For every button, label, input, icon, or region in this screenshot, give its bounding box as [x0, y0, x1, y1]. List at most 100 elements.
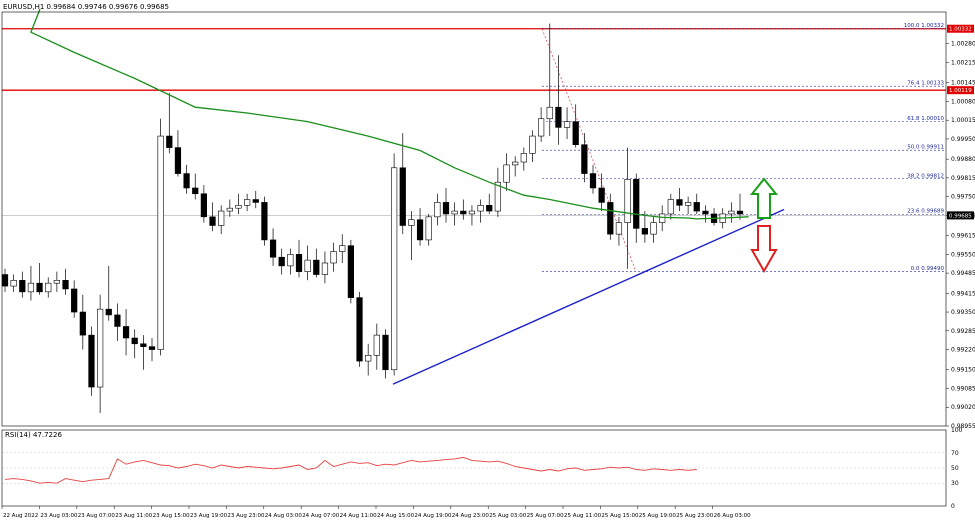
candle-body[interactable]: [148, 346, 156, 350]
candle-body[interactable]: [520, 153, 527, 163]
candle-body[interactable]: [650, 222, 657, 235]
candle-body[interactable]: [667, 199, 674, 215]
candle-body[interactable]: [97, 308, 104, 388]
candle-body[interactable]: [676, 199, 683, 206]
candle-body[interactable]: [157, 135, 164, 350]
candle-body[interactable]: [736, 210, 744, 215]
x-tick-label: 22 Aug 2022: [3, 513, 38, 519]
candle-body[interactable]: [19, 280, 26, 293]
candle-body[interactable]: [226, 207, 233, 212]
candle-body[interactable]: [408, 219, 415, 226]
candle-body[interactable]: [166, 135, 173, 148]
candle-body[interactable]: [278, 256, 285, 267]
candle-body[interactable]: [633, 179, 640, 229]
candle-body[interactable]: [468, 210, 476, 215]
candle-body[interactable]: [261, 202, 268, 241]
candle-body[interactable]: [425, 216, 432, 241]
candle-body[interactable]: [685, 202, 692, 206]
y-tick-label: 0.99020: [951, 404, 975, 411]
candle-body[interactable]: [624, 179, 631, 223]
candle-body[interactable]: [45, 282, 52, 293]
candle-body[interactable]: [615, 222, 623, 235]
candle-body[interactable]: [252, 199, 259, 203]
candle-body[interactable]: [365, 355, 372, 362]
candle-body[interactable]: [330, 251, 337, 264]
candle-body[interactable]: [555, 106, 562, 128]
x-tick-label: 23 Aug 19:00: [190, 513, 228, 519]
candle-body[interactable]: [356, 297, 363, 362]
candle-body[interactable]: [702, 210, 709, 215]
candle-body[interactable]: [131, 337, 138, 345]
candle-body[interactable]: [598, 187, 605, 203]
candle-body[interactable]: [244, 199, 251, 206]
candle-body[interactable]: [269, 239, 277, 258]
candle-body[interactable]: [218, 210, 225, 226]
candle-body[interactable]: [659, 213, 666, 223]
support-trendline[interactable]: [392, 208, 785, 385]
candle-body[interactable]: [347, 245, 354, 298]
candle-body[interactable]: [174, 147, 182, 174]
candle-body[interactable]: [589, 173, 597, 189]
candle-body[interactable]: [442, 202, 450, 215]
candle-body[interactable]: [235, 204, 242, 209]
candle-body[interactable]: [607, 202, 614, 235]
candle-body[interactable]: [512, 161, 519, 166]
candle-body[interactable]: [373, 334, 380, 356]
candle-body[interactable]: [399, 167, 406, 226]
x-tick-label: 23 Aug 23:00: [227, 513, 265, 519]
candle-body[interactable]: [209, 216, 216, 226]
rsi-line[interactable]: [4, 456, 697, 484]
candle-body[interactable]: [62, 280, 69, 290]
candle-body[interactable]: [27, 282, 35, 293]
candle-body[interactable]: [477, 204, 484, 212]
candle-body[interactable]: [728, 210, 735, 215]
candle-body[interactable]: [10, 280, 17, 287]
candle-body[interactable]: [36, 282, 43, 293]
candle-body[interactable]: [486, 204, 493, 212]
main-price-pane[interactable]: 100.0 1.00332 76.4 1.00133 61.8 1.00010 50.…: [1, 8, 946, 414]
candle-body[interactable]: [451, 210, 458, 215]
candle-body[interactable]: [546, 106, 553, 120]
candle-body[interactable]: [382, 334, 389, 371]
candle-body[interactable]: [641, 228, 648, 235]
fib-level-label: 38.2 0.99812: [907, 173, 944, 179]
candle-body[interactable]: [114, 314, 121, 327]
x-tick-label: 25 Aug 07:00: [527, 513, 565, 519]
candle-body[interactable]: [572, 121, 579, 146]
candle-body[interactable]: [192, 187, 199, 195]
candle-body[interactable]: [581, 144, 588, 174]
candle-body[interactable]: [105, 308, 112, 316]
candle-body[interactable]: [563, 121, 571, 128]
candle-body[interactable]: [1, 274, 9, 287]
candle-body[interactable]: [538, 118, 545, 137]
candle-body[interactable]: [416, 219, 424, 241]
moving-average-line[interactable]: [30, 8, 749, 220]
candle-body[interactable]: [494, 181, 501, 212]
candle-body[interactable]: [200, 193, 207, 218]
candle-body[interactable]: [71, 288, 78, 313]
rsi-pane[interactable]: [2, 452, 946, 484]
candle-body[interactable]: [460, 210, 467, 215]
y-tick-label: 0.99550: [951, 251, 975, 258]
candle-body[interactable]: [287, 254, 294, 267]
y-tick-label: 0.99220: [951, 347, 975, 354]
candle-body[interactable]: [391, 167, 398, 371]
candle-body[interactable]: [693, 202, 700, 212]
candle-body[interactable]: [53, 280, 60, 284]
candle-body[interactable]: [79, 311, 86, 336]
candle-body[interactable]: [183, 173, 190, 189]
candle-body[interactable]: [503, 164, 510, 183]
candle-body[interactable]: [295, 254, 303, 272]
main-pane-frame: [1, 11, 947, 427]
candle-body[interactable]: [529, 135, 536, 154]
resistance-price-box: [947, 86, 974, 95]
candle-body[interactable]: [321, 262, 329, 275]
candle-body[interactable]: [88, 334, 95, 388]
candle-body[interactable]: [140, 343, 147, 347]
candle-body[interactable]: [313, 259, 320, 275]
candle-body[interactable]: [304, 259, 311, 272]
candle-body[interactable]: [339, 245, 346, 252]
candle-body[interactable]: [434, 202, 441, 218]
candle-body[interactable]: [122, 326, 130, 339]
